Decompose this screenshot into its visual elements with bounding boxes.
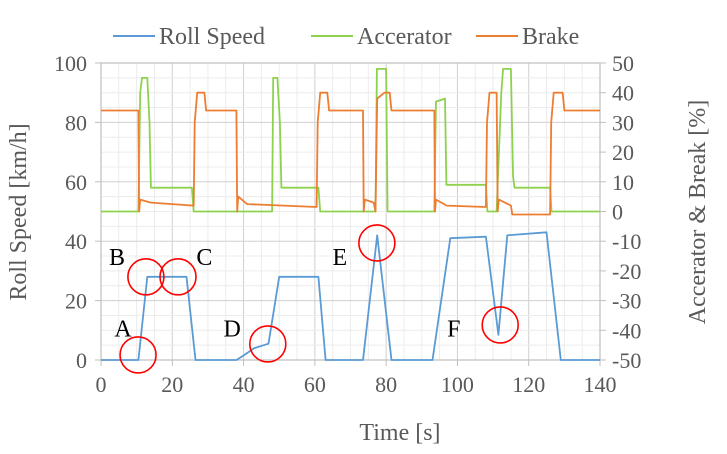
y2-tick-label: -30 — [612, 289, 641, 314]
y2-tick-label: 50 — [612, 51, 634, 76]
x-tick-label: 20 — [161, 372, 183, 397]
annotation-circle-e — [358, 224, 396, 262]
legend: Roll Speed Accerator Brake — [113, 24, 579, 50]
y-tick-label: 0 — [76, 348, 87, 373]
y-tick-label: 80 — [65, 110, 87, 135]
annotation-label-d: D — [223, 316, 240, 342]
y-tick-label: 40 — [65, 229, 87, 254]
y2-axis-label: Accerator & Break [%] — [685, 100, 711, 325]
y-tick-label: 100 — [54, 51, 87, 76]
annotation-circle-c — [159, 258, 197, 296]
y2-tick-label: 10 — [612, 170, 634, 195]
legend-label: Roll Speed — [159, 24, 265, 50]
annotation-label-c: C — [196, 245, 212, 271]
legend-label: Accerator — [357, 24, 452, 50]
y2-tick-label: -20 — [612, 259, 641, 284]
x-tick-label: 80 — [375, 372, 397, 397]
y2-tick-label: -40 — [612, 318, 641, 343]
annotation-label-f: F — [447, 316, 460, 342]
x-tick-label: 0 — [96, 372, 107, 397]
annotations: A B C D E F — [109, 224, 520, 374]
y2-tick-label: 30 — [612, 110, 634, 135]
x-tick-label: 100 — [441, 372, 474, 397]
x-axis-label: Time [s] — [359, 420, 440, 446]
y2-tick-label: 20 — [612, 140, 634, 165]
x-tick-label: 120 — [512, 372, 545, 397]
annotation-label-b: B — [109, 245, 125, 271]
y-tick-label: 60 — [65, 170, 87, 195]
annotation-circle-b — [127, 258, 165, 296]
series-line-roll-speed — [101, 231, 600, 361]
series-lines — [101, 68, 600, 361]
series-line-accerator — [101, 68, 600, 213]
x-tick-label: 60 — [304, 372, 326, 397]
y-axis-label: Roll Speed [km/h] — [6, 123, 32, 300]
y2-tick-label: 40 — [612, 81, 634, 106]
y2-tick-label: -50 — [612, 348, 641, 373]
x-tick-label: 140 — [584, 372, 617, 397]
annotation-circle-a — [119, 336, 157, 374]
x-tick-label: 40 — [233, 372, 255, 397]
y2-tick-label: -10 — [612, 229, 641, 254]
series-line-brake — [101, 91, 600, 216]
y2-tick-label: 0 — [612, 200, 623, 225]
annotation-label-e: E — [332, 245, 347, 271]
annotation-circle-f — [481, 306, 520, 344]
annotation-circle-d — [249, 325, 287, 363]
annotation-label-a: A — [114, 316, 132, 342]
legend-label: Brake — [522, 24, 579, 50]
grid — [100, 62, 601, 361]
y-tick-label: 20 — [65, 289, 87, 314]
